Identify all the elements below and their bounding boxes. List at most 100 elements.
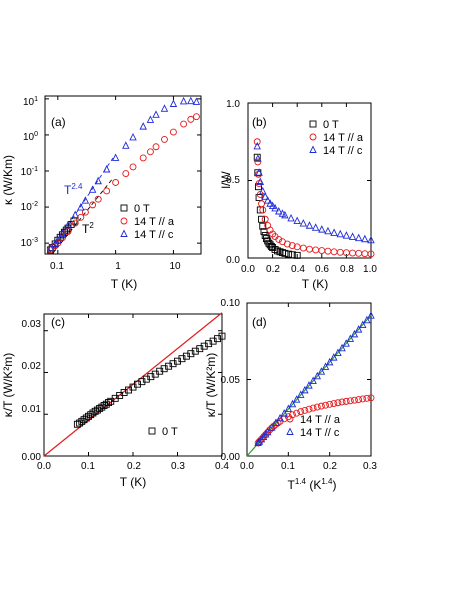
panel-a-point bbox=[111, 153, 120, 161]
panel-b-point bbox=[259, 222, 267, 230]
panel-a-xtick-2: 10 bbox=[169, 261, 181, 272]
panel-c-point bbox=[105, 399, 112, 406]
panel-b-xlabel: T (K) bbox=[302, 277, 328, 291]
panel-d-point bbox=[293, 409, 301, 417]
panel-a-point bbox=[94, 176, 102, 185]
panel-d-point bbox=[334, 399, 342, 407]
panel-a-point bbox=[122, 141, 130, 149]
panel-c-series-0 bbox=[73, 332, 226, 428]
panel-b-point bbox=[276, 248, 284, 256]
panel-b-point bbox=[254, 154, 262, 162]
panel-d-point bbox=[255, 437, 264, 445]
panel-c-point bbox=[165, 362, 173, 370]
panel-c-xtick-4: 0.4 bbox=[215, 461, 229, 472]
panel-c-point bbox=[182, 352, 190, 360]
panel-b-point bbox=[261, 215, 269, 223]
panel-b-point bbox=[268, 201, 277, 210]
panel-a-point bbox=[152, 143, 160, 151]
panel-b-xtick-1: 0.2 bbox=[266, 264, 280, 275]
panel-d: 0.00 0.05 0.10 0.0 0.1 0.2 0.3 T1.4 (K1.… bbox=[204, 298, 377, 492]
panel-a-point bbox=[81, 208, 89, 216]
panel-a-ytick-4: 101 bbox=[23, 96, 38, 108]
panel-b-point bbox=[355, 249, 363, 257]
panel-d-point bbox=[355, 396, 363, 403]
panel-b-point bbox=[342, 231, 351, 239]
panel-a-legend-label-0: 0 T bbox=[134, 203, 150, 215]
panel-b-point bbox=[256, 190, 264, 198]
panel-a-annotation-t24: T2.4 bbox=[64, 182, 83, 197]
panel-d-point bbox=[330, 353, 338, 361]
panel-a-point bbox=[180, 120, 188, 128]
panel-b-point bbox=[255, 168, 263, 176]
panel-d-legend-label-1: 14 T // c bbox=[300, 427, 340, 439]
panel-a-point bbox=[112, 179, 120, 186]
panel-a-point bbox=[54, 235, 62, 244]
panel-d-point bbox=[261, 430, 270, 438]
panel-b-point bbox=[266, 199, 274, 207]
panel-b-point bbox=[354, 233, 363, 242]
panel-b-point bbox=[261, 192, 269, 200]
panel-b-point bbox=[254, 158, 262, 166]
panel-c-point bbox=[205, 340, 213, 348]
panel-b-point bbox=[367, 235, 375, 244]
panel-d-ytick-1: 0.05 bbox=[221, 375, 241, 386]
panel-a-point bbox=[103, 187, 111, 195]
panel-d-point bbox=[268, 423, 276, 431]
panel-c-legend-label-0: 0 T bbox=[162, 426, 178, 438]
panel-b-point bbox=[330, 248, 338, 256]
panel-d-legend-label-0: 14 T // a bbox=[300, 414, 341, 426]
panel-b-legend-marker-0 bbox=[309, 120, 317, 128]
panel-b-point bbox=[336, 229, 344, 238]
panel-c-point bbox=[209, 337, 217, 345]
panel-d-point bbox=[305, 381, 313, 389]
panel-b-point bbox=[299, 244, 307, 252]
panel-c-xtick-0: 0.0 bbox=[37, 461, 51, 472]
panel-b-point bbox=[288, 251, 296, 259]
panel-a-guide-t2 bbox=[51, 177, 114, 255]
panel-b-point bbox=[336, 248, 344, 256]
panel-c-point bbox=[178, 355, 186, 363]
panel-a-point bbox=[192, 113, 200, 121]
panel-d-point bbox=[263, 427, 272, 436]
panel-b-legend-label-2: 14 T // c bbox=[323, 145, 363, 157]
panel-a-point bbox=[129, 163, 137, 171]
panel-d-point bbox=[259, 432, 268, 440]
panel-a-point bbox=[160, 104, 169, 112]
panel-c-point bbox=[218, 332, 226, 340]
panel-b-point bbox=[330, 228, 338, 236]
panel-c-point bbox=[147, 373, 155, 381]
panel-a-label: (a) bbox=[51, 115, 66, 129]
panel-d-point bbox=[313, 371, 321, 380]
panel-d-xtick-2: 0.2 bbox=[323, 461, 337, 472]
panel-d-series-1 bbox=[254, 311, 375, 446]
panel-d-point bbox=[288, 399, 297, 408]
panel-b-point bbox=[312, 246, 320, 254]
panel-a-point bbox=[64, 228, 72, 235]
panel-a-point bbox=[139, 154, 147, 162]
panel-a-point bbox=[71, 210, 79, 219]
panel-a-xtick-1: 1 bbox=[115, 261, 121, 272]
panel-b-point bbox=[263, 196, 272, 204]
panel-c-point bbox=[191, 347, 199, 355]
panel-b-point bbox=[271, 246, 279, 253]
panel-d-point bbox=[346, 397, 354, 405]
panel-c-point bbox=[120, 389, 128, 396]
panel-c-point bbox=[214, 335, 222, 343]
panel-c-ytick-0: 0.00 bbox=[22, 452, 42, 463]
panel-b-legend-marker-2 bbox=[309, 145, 317, 153]
panel-a-point bbox=[64, 220, 72, 229]
panel-d-point bbox=[363, 394, 371, 402]
panel-b-point bbox=[361, 234, 369, 243]
panel-b-point bbox=[305, 221, 314, 229]
panel-d-point bbox=[350, 329, 359, 338]
panel-b-point bbox=[283, 240, 291, 248]
panel-a-legend-label-1: 14 T // a bbox=[134, 216, 175, 228]
panel-d-point bbox=[297, 408, 305, 416]
panel-c-label: (c) bbox=[51, 315, 65, 329]
panel-b-series-0 bbox=[253, 153, 301, 259]
panel-c-xlabel: T (K) bbox=[120, 475, 146, 489]
panel-c-point bbox=[169, 360, 177, 368]
panel-d-point bbox=[334, 348, 342, 356]
panel-d-point bbox=[280, 409, 288, 417]
panel-b-point bbox=[318, 225, 326, 233]
